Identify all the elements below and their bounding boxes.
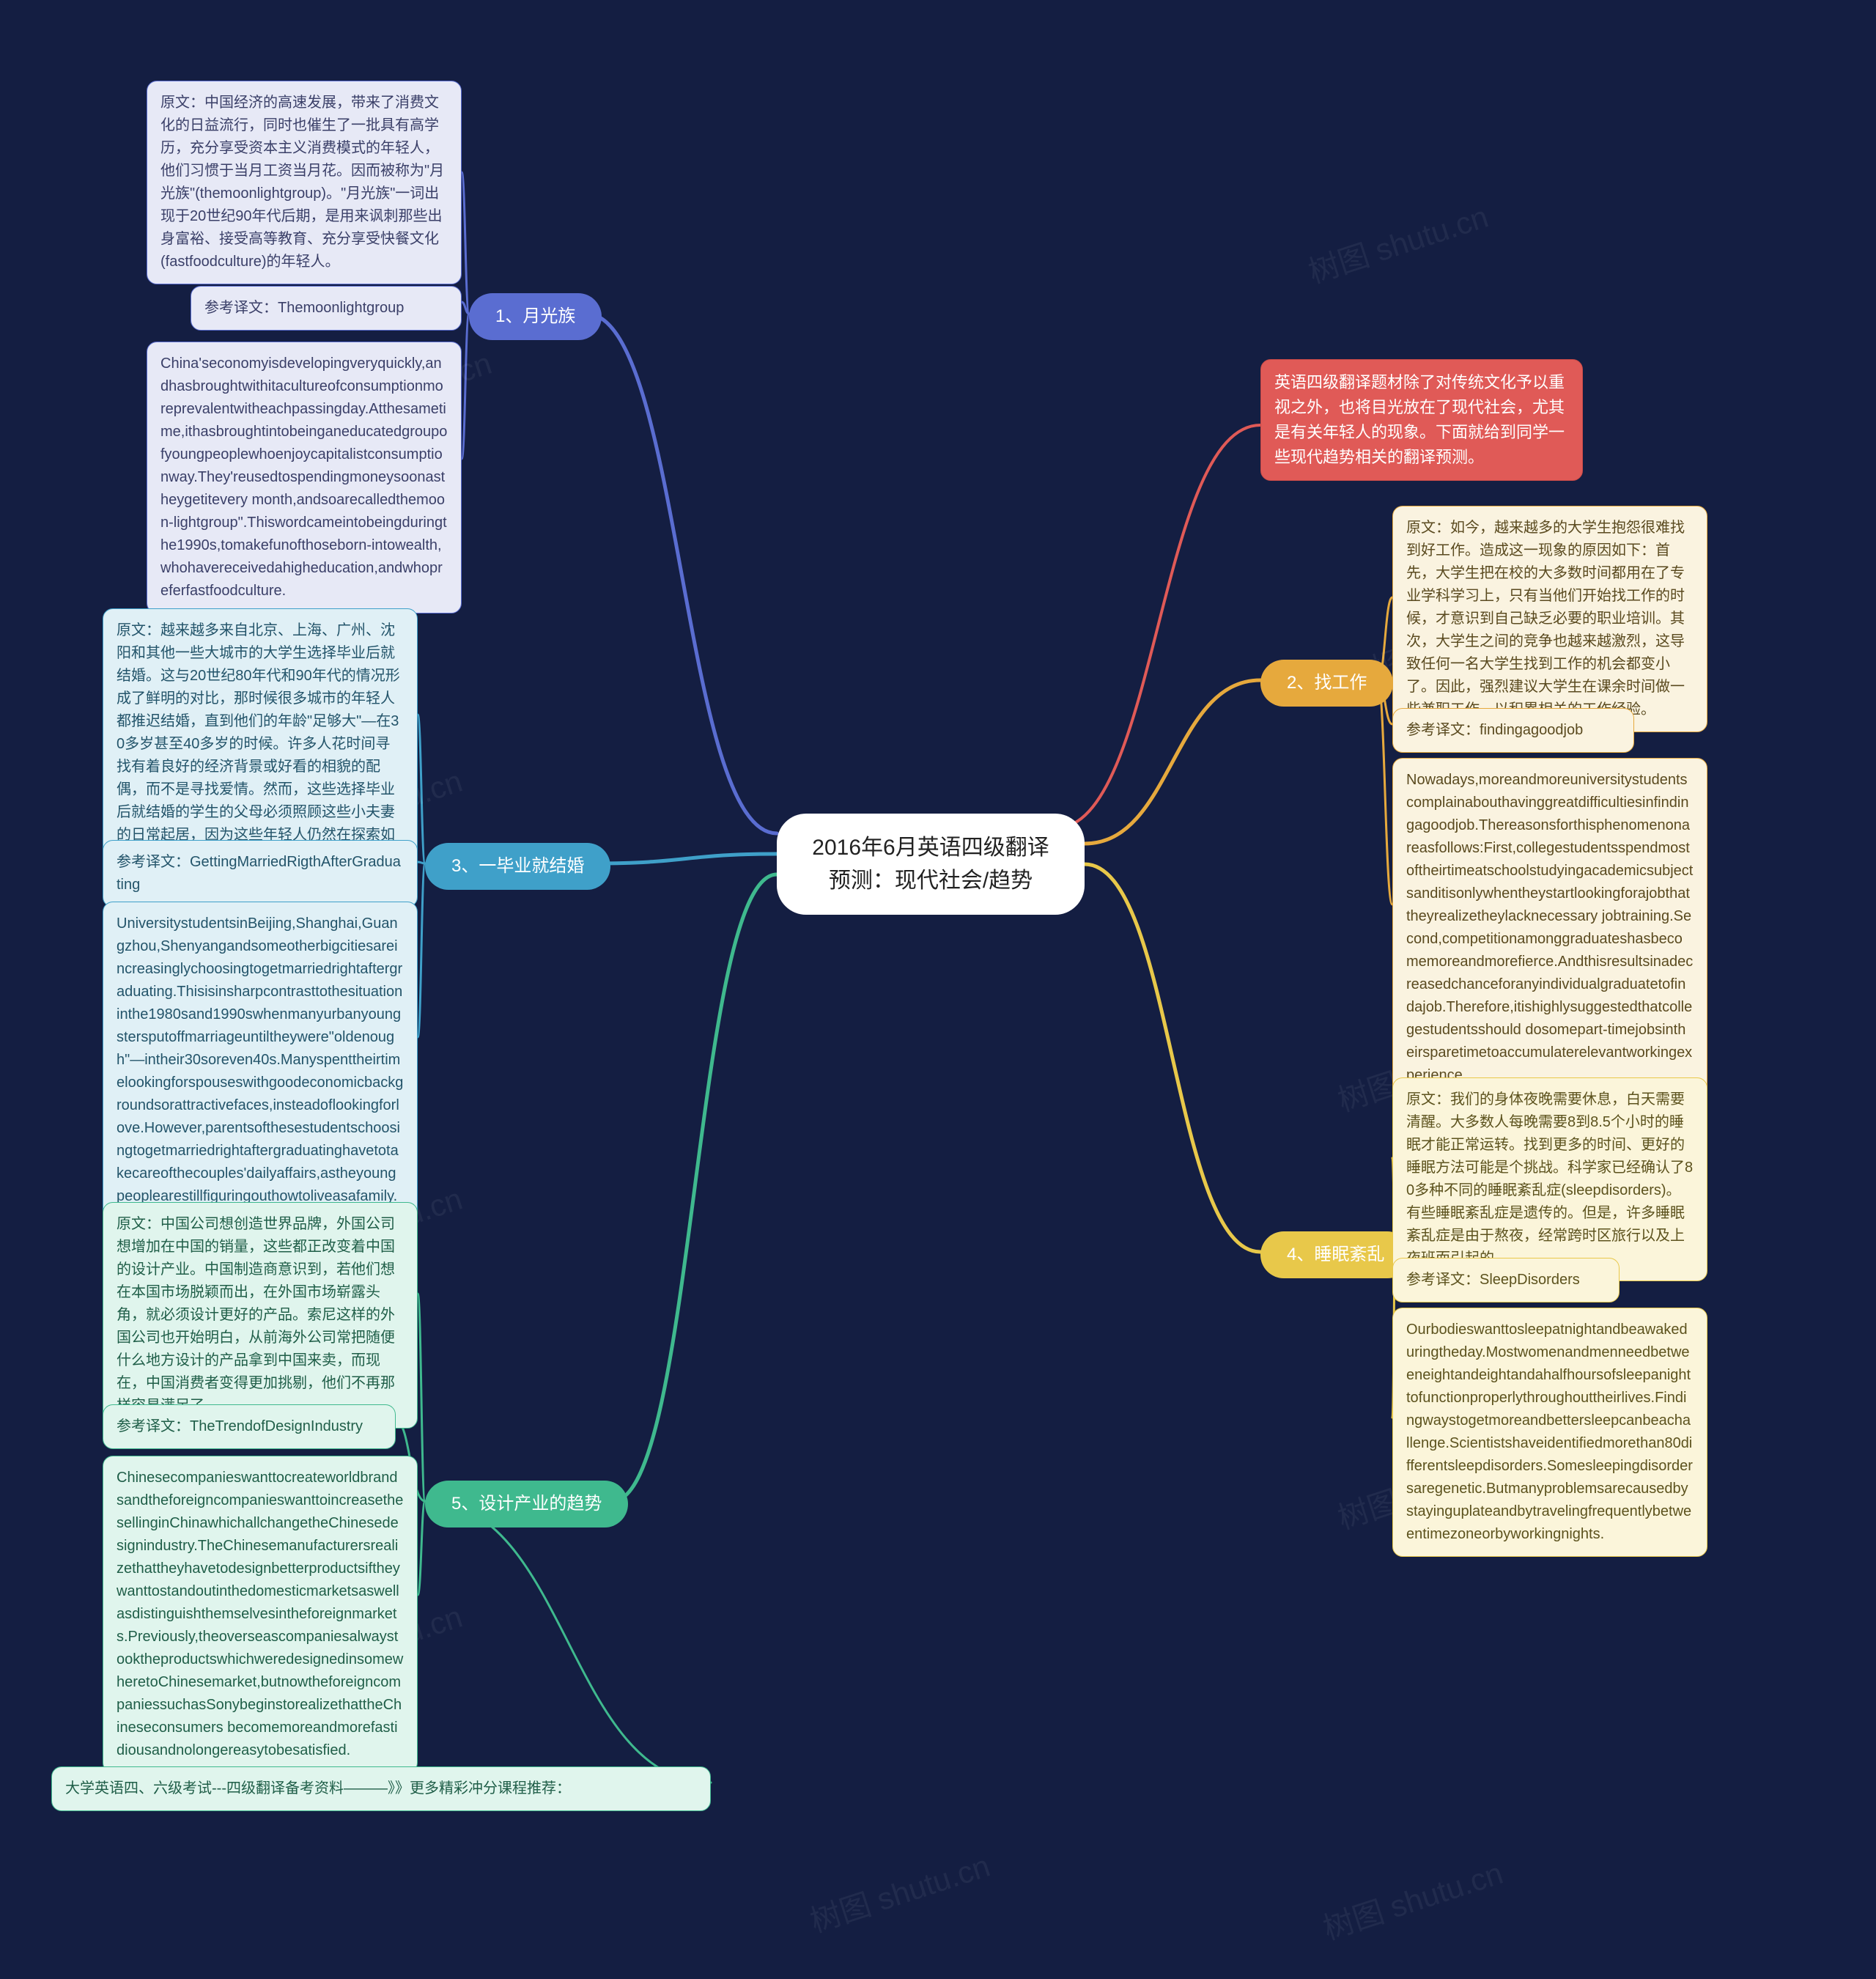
leaf-node[interactable]: 原文：中国经济的高速发展，带来了消费文化的日益流行，同时也催生了一批具有高学历，… [147, 81, 462, 284]
leaf-node[interactable]: UniversitystudentsinBeijing,Shanghai,Gua… [103, 902, 418, 1219]
watermark: 树图 shutu.cn [804, 1841, 995, 1942]
watermark: 树图 shutu.cn [1302, 192, 1493, 292]
leaf-node[interactable]: 大学英语四、六级考试---四级翻译备考资料———》》更多精彩冲分课程推荐： [51, 1766, 711, 1811]
leaf-node[interactable]: 原文：我们的身体夜晚需要休息，白天需要清醒。大多数人每晚需要8到8.5个小时的睡… [1392, 1077, 1707, 1281]
leaf-node[interactable]: 参考译文：Themoonlightgroup [191, 286, 462, 331]
branch-node-b2[interactable]: 2、找工作 [1260, 660, 1393, 707]
center-node[interactable]: 2016年6月英语四级翻译预测：现代社会/趋势 [777, 814, 1085, 915]
leaf-node[interactable]: Nowadays,moreandmoreuniversitystudentsco… [1392, 758, 1707, 1098]
branch-node-b3[interactable]: 3、一毕业就结婚 [425, 843, 610, 890]
intro-node[interactable]: 英语四级翻译题材除了对传统文化予以重视之外，也将目光放在了现代社会，尤其是有关年… [1260, 359, 1583, 481]
leaf-node[interactable]: 参考译文：TheTrendofDesignIndustry [103, 1404, 396, 1449]
branch-node-b1[interactable]: 1、月光族 [469, 293, 602, 340]
leaf-node[interactable]: China'seconomyisdevelopingveryquickly,an… [147, 342, 462, 613]
branch-node-b4[interactable]: 4、睡眠紊乱 [1260, 1231, 1411, 1278]
leaf-node[interactable]: 参考译文：GettingMarriedRigthAfterGraduating [103, 840, 418, 907]
branch-node-b5[interactable]: 5、设计产业的趋势 [425, 1481, 628, 1527]
leaf-node[interactable]: 参考译文：findingagoodjob [1392, 708, 1634, 753]
leaf-node[interactable]: Chinesecompanieswanttocreateworldbrandsa… [103, 1456, 418, 1773]
leaf-node[interactable]: 参考译文：SleepDisorders [1392, 1258, 1620, 1302]
watermark: 树图 shutu.cn [1317, 1849, 1508, 1949]
leaf-node[interactable]: Ourbodieswanttosleepatnightandbeawakedur… [1392, 1308, 1707, 1557]
leaf-node[interactable]: 原文：中国公司想创造世界品牌，外国公司想增加在中国的销量，这些都正改变着中国的设… [103, 1202, 418, 1429]
leaf-node[interactable]: 原文：如今，越来越多的大学生抱怨很难找到好工作。造成这一现象的原因如下：首先，大… [1392, 506, 1707, 732]
